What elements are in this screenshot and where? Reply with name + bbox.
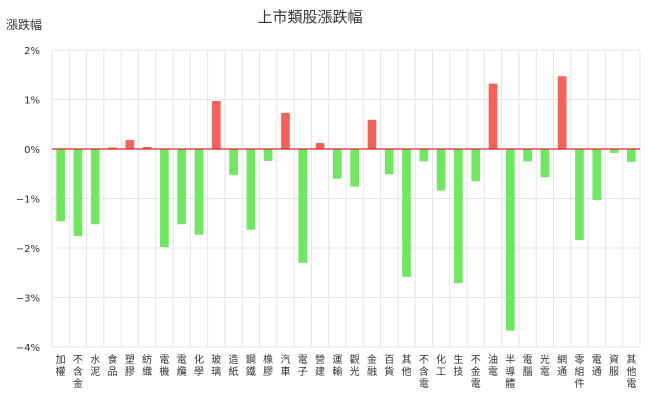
category-label: 油電 (488, 353, 498, 378)
bar-網通 (557, 76, 567, 149)
category-label: 其他 (402, 354, 412, 378)
category-label: 玻璃 (211, 353, 221, 378)
category-label: 造紙 (229, 353, 239, 378)
bar-加權 (56, 149, 65, 222)
category-label: 電子 (298, 354, 308, 378)
bar-營建 (315, 143, 325, 149)
bar-金融 (367, 119, 377, 149)
bar-玻璃 (211, 100, 221, 149)
category-label: 汽車 (280, 353, 290, 378)
category-label: 運輸 (332, 354, 342, 378)
category-label: 百貨 (384, 354, 394, 378)
y-tick-label: −3% (16, 294, 40, 305)
bar-不含電 (419, 149, 429, 162)
grid-layer (51, 49, 641, 348)
category-label: 營建 (315, 353, 325, 378)
bar-資服 (609, 149, 619, 153)
category-label: 鋼鐵 (246, 353, 256, 378)
bar-其他電 (627, 149, 636, 162)
bar-化工 (436, 149, 446, 191)
category-label: 電纜 (177, 354, 187, 378)
category-label: 零組件 (574, 354, 584, 390)
bar-鋼鐵 (246, 149, 256, 230)
y-tick-label: −2% (16, 244, 40, 255)
bar-電腦 (523, 149, 532, 162)
bar-觀光 (350, 149, 359, 187)
bar-零組件 (575, 149, 584, 241)
bar-生技 (454, 149, 463, 284)
category-label: 半導體 (505, 353, 515, 390)
bar-油電 (488, 83, 498, 149)
bar-運輸 (333, 149, 342, 179)
category-label: 水泥 (90, 354, 100, 378)
y-axis-label: 漲跌幅 (6, 18, 43, 32)
category-label: 觀光 (350, 354, 360, 378)
bar-半導體 (505, 149, 515, 331)
category-label: 塑膠 (125, 354, 135, 378)
category-label: 金融 (367, 353, 377, 378)
category-label: 網通 (557, 353, 567, 378)
y-tick-label: −4% (16, 343, 40, 354)
y-tick-layer: 2% 1% 0% −1% −2% −3% −4% (16, 46, 40, 354)
y-tick-label: 1% (24, 96, 40, 107)
category-label: 電通 (592, 354, 602, 378)
category-label: 資服 (609, 354, 619, 378)
category-label: 生技 (453, 353, 463, 378)
category-label: 化工 (436, 353, 446, 378)
category-label: 電腦 (523, 354, 533, 378)
bar-塑膠 (125, 140, 135, 149)
category-label: 不含電 (419, 355, 429, 390)
bar-食品 (108, 147, 117, 149)
category-label: 其他電 (626, 354, 636, 390)
category-label: 電機 (159, 354, 169, 378)
chart-title: 上市類股漲跌幅 (257, 8, 363, 26)
bar-其他 (402, 149, 411, 277)
bar-電纜 (177, 149, 187, 225)
bar-電機 (160, 149, 169, 248)
bar-造紙 (229, 149, 238, 175)
category-label-layer: 加權不含金水泥食品塑膠紡織電機電纜化學玻璃造紙鋼鐵橡膠汽車電子營建運輸觀光金融百… (56, 353, 637, 390)
category-label: 化學 (194, 353, 204, 378)
y-tick-label: 2% (24, 46, 40, 57)
category-label: 橡膠 (263, 353, 273, 378)
bar-不含金 (73, 149, 83, 237)
category-label: 加權 (56, 354, 66, 378)
category-label: 紡織 (142, 353, 152, 378)
bar-光電 (540, 149, 550, 178)
bar-化學 (194, 149, 204, 235)
bar-橡膠 (263, 149, 273, 161)
category-label: 不含金 (73, 355, 83, 390)
bar-百貨 (384, 149, 394, 175)
bar-電子 (298, 149, 308, 263)
category-label: 不金電 (471, 355, 481, 390)
category-label: 食品 (108, 353, 118, 378)
y-tick-label: 0% (24, 145, 40, 156)
bar-汽車 (281, 112, 290, 149)
bar-layer (56, 76, 636, 331)
bar-紡織 (142, 147, 152, 149)
category-label: 光電 (540, 353, 550, 378)
bar-不金電 (471, 149, 481, 182)
y-tick-label: −1% (16, 195, 40, 206)
bar-電通 (592, 149, 602, 200)
bar-水泥 (90, 149, 100, 225)
